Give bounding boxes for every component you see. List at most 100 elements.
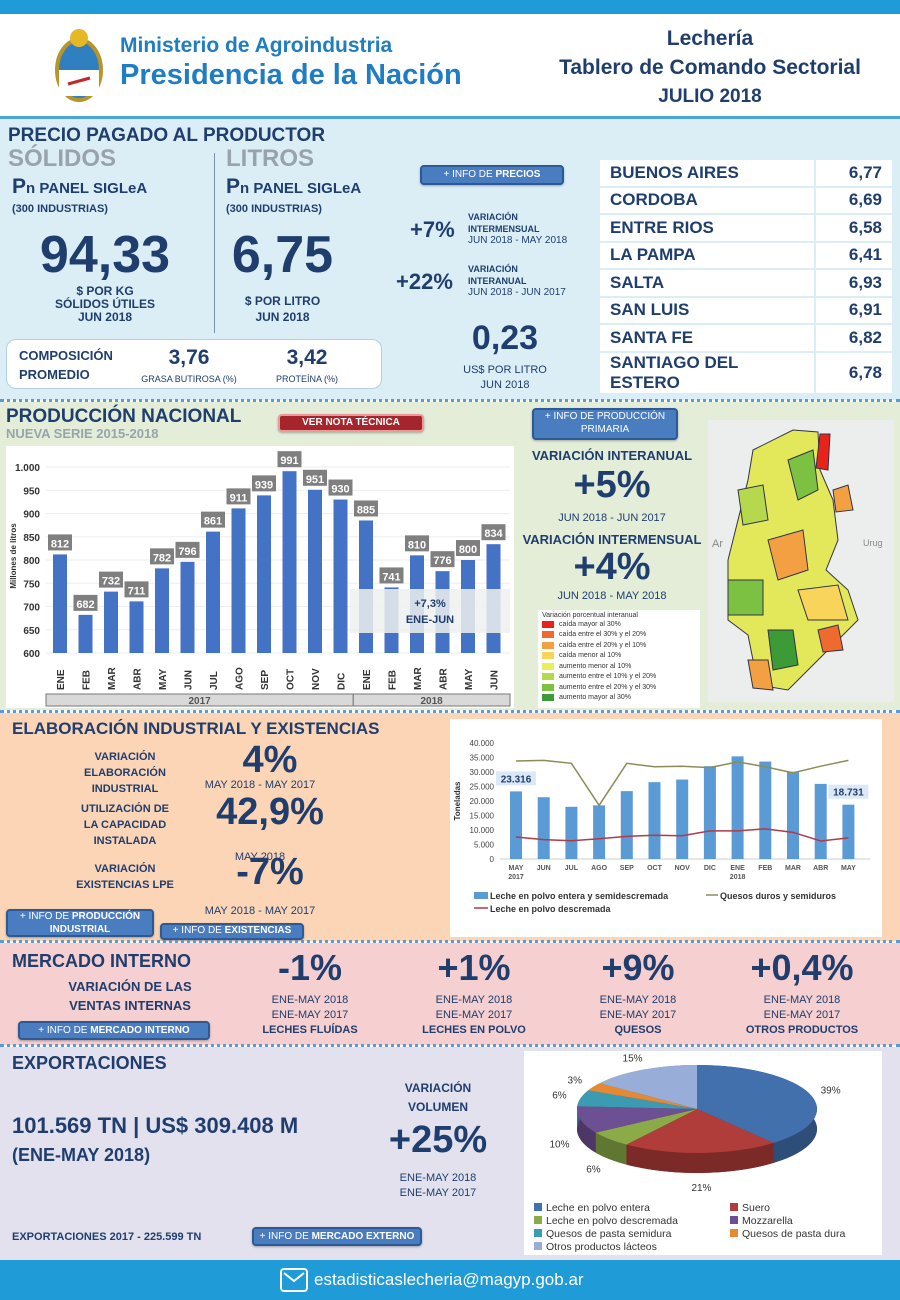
bar	[759, 761, 772, 859]
info-existencias-button[interactable]: + INFO DE EXISTENCIAS	[160, 923, 304, 940]
legend-label: aumento menor al 10%	[559, 662, 632, 670]
title-tablero: Tablero de Comando Sectorial	[559, 56, 861, 79]
bar	[333, 499, 348, 653]
period: JUN 2018 - JUN 2017	[468, 287, 566, 298]
pie-slice-side-shade	[595, 1132, 627, 1165]
y-tick-label: 25.000	[470, 783, 495, 792]
annotation-line2: ENE-JUN	[406, 614, 454, 626]
info-produccion-industrial-button[interactable]: + INFO DE PRODUCCIÓN INDUSTRIAL	[6, 909, 154, 937]
elab-item-period: MAY 2018 - MAY 2017	[204, 779, 316, 791]
button-prefix: + INFO DE	[259, 1231, 309, 1242]
solidos-unit: $ POR KG SÓLIDOS ÚTILES JUN 2018	[20, 285, 190, 324]
province-name: ENTRE RIOS	[598, 213, 816, 243]
mercado-item-period2: ENE-MAY 2017	[271, 1009, 349, 1021]
province-row: CORDOBA 6,69	[598, 185, 894, 215]
elab-item-label: VARIACIÓN ELABORACIÓN INDUSTRIAL	[60, 749, 190, 797]
usd-unit: US$ POR LITRO JUN 2018	[430, 363, 580, 393]
bar	[620, 791, 633, 859]
elab-item-label: VARIACIÓN EXISTENCIAS LPE	[60, 861, 190, 893]
legend-label: caída mayor al 30%	[559, 620, 621, 628]
y-tick-label: 0	[490, 855, 495, 864]
map-legend-item: aumento entre el 10% y el 20%	[542, 672, 696, 683]
province-price: 6,82	[814, 323, 894, 353]
data-label: 741	[382, 571, 400, 583]
data-label-box	[379, 567, 404, 584]
annotation-line1: +7,3%	[414, 598, 446, 610]
x-tick-label: ENE	[730, 865, 745, 872]
header: Ministerio de Agroindustria Presidencia …	[0, 14, 900, 116]
elab-label-line: LA CAPACIDAD	[83, 819, 167, 831]
legend-swatch	[542, 631, 554, 639]
y-tick-label: 35.000	[470, 754, 495, 763]
y-tick-label: 30.000	[470, 768, 495, 777]
produccion-section: PRODUCCIÓN NACIONAL NUEVA SERIE 2015-201…	[0, 402, 900, 710]
x-tick-label: MAR	[413, 666, 424, 690]
x-tick-label: FEB	[82, 670, 93, 690]
button-prefix: + INFO DE	[19, 911, 70, 922]
data-label: 834	[484, 528, 503, 540]
x-tick-label: 2018	[730, 874, 746, 881]
y-tick-label: 600	[23, 649, 40, 660]
data-label: 796	[178, 546, 196, 558]
panel-name: PANEL SIGLeA	[253, 180, 362, 197]
subtitle1: VARIACIÓN DE LAS	[68, 979, 192, 994]
export-var-period: ENE-MAY 2018 ENE-MAY 2017	[360, 1171, 516, 1201]
exportaciones-pie-chart: 39%21%6%10%6%3%15%Leche en polvo entera S…	[534, 1053, 845, 1253]
mercado-item-value: -1%	[277, 947, 343, 988]
data-label: 911	[230, 492, 248, 504]
legend-label: Suero	[742, 1202, 770, 1214]
elab-item-value: 42,9%	[216, 791, 324, 833]
button-bold: EXISTENCIAS	[224, 925, 292, 936]
mercado-item-period1: ENE-MAY 2018	[435, 994, 513, 1006]
data-label-box	[328, 479, 353, 496]
legend-swatch	[730, 1229, 738, 1237]
x-tick-label: MAR	[785, 865, 801, 872]
legend-swatch	[534, 1242, 542, 1250]
nota-tecnica-button[interactable]: VER NOTA TÉCNICA	[278, 414, 424, 432]
var-anual-label: VARIACIÓN INTERANUAL JUN 2018 - JUN 2017	[468, 263, 566, 299]
top-stripe	[0, 0, 900, 14]
province-price: 6,77	[814, 158, 894, 188]
x-tick-label: MAY	[464, 668, 475, 690]
footer-email-link[interactable]: estadisticaslecheria@magyp.gob.ar	[314, 1270, 584, 1289]
data-label-box	[828, 784, 869, 799]
legend-swatch	[474, 892, 488, 899]
y-tick-label: 10.000	[470, 826, 495, 835]
bar	[565, 806, 578, 859]
elab-item-period: MAY 2018	[234, 851, 286, 863]
data-label: 800	[459, 544, 477, 556]
production-variation-map[interactable]: Ar Urug	[708, 420, 894, 702]
info-produccion-primaria-button[interactable]: + INFO DE PRODUCCIÓN PRIMARIA	[532, 408, 678, 440]
data-label-box	[405, 535, 429, 552]
province-row: SANTIAGO DEL ESTERO 6,78	[598, 350, 894, 395]
x-tick-label: JUN	[490, 670, 501, 690]
pie-slice-side	[595, 1132, 627, 1165]
period2: ENE-MAY 2017	[399, 1187, 477, 1199]
label1: VARIACIÓN	[404, 1081, 472, 1095]
data-label: 861	[204, 516, 222, 528]
info-mercado-externo-button[interactable]: + INFO DE MERCADO EXTERNO	[252, 1227, 422, 1246]
data-label: 991	[280, 455, 298, 467]
bar	[510, 791, 522, 859]
pie-slice	[595, 1109, 697, 1145]
litros-label: LITROS	[226, 145, 314, 172]
button-bold: MERCADO EXTERNO	[311, 1231, 415, 1242]
mercado-item-value: +9%	[601, 947, 675, 988]
province-price: 6,69	[814, 185, 894, 215]
var-mensual-value: +7%	[410, 217, 455, 242]
province-name: LA PAMPA	[598, 240, 816, 270]
y-tick-label: 750	[23, 579, 40, 590]
data-label: 23.316	[501, 774, 532, 785]
exportaciones-section: EXPORTACIONES 101.569 TN | US$ 309.408 M…	[0, 1047, 900, 1260]
mercado-item-period1: ENE-MAY 2018	[599, 994, 677, 1006]
map-regions	[727, 429, 859, 691]
info-precios-button[interactable]: + INFO DE PRECIOS	[420, 165, 564, 185]
legend-label: Leche en polvo descremada	[546, 1215, 678, 1227]
pie-data-label: 21%	[691, 1183, 711, 1194]
legend-label: caída entre el 20% y el 10%	[559, 641, 647, 649]
y-axis-label: Toneladas	[453, 781, 462, 821]
mercado-item-period2: ENE-MAY 2017	[435, 1009, 513, 1021]
x-tick-label: AGO	[591, 865, 608, 872]
info-mercado-interno-button[interactable]: + INFO DE MERCADO INTERNO	[18, 1021, 210, 1040]
data-label: 939	[255, 479, 273, 491]
